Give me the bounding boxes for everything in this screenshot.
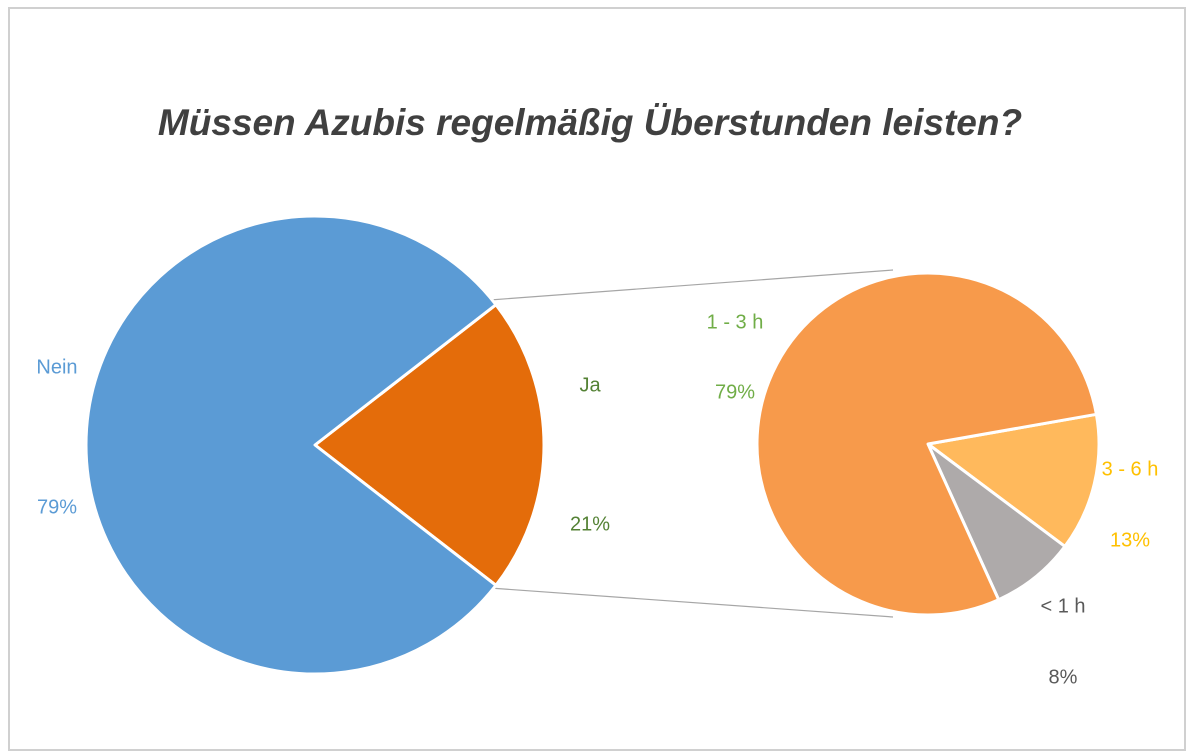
pie-slice <box>313 303 546 587</box>
pie-slice <box>926 412 1101 548</box>
slice-label: Nein <box>36 356 77 378</box>
slice-value-label: 79% <box>37 496 77 518</box>
slice-label: Ja <box>579 374 601 396</box>
slice-value-label: 21% <box>570 513 610 535</box>
slice-label: 3 - 6 h <box>1102 458 1159 480</box>
slice-label: < 1 h <box>1040 595 1085 617</box>
slice-value-label: 79% <box>715 381 755 403</box>
pie-slice <box>84 214 498 676</box>
slice-value-label: 8% <box>1049 666 1078 688</box>
connector-line <box>489 269 894 301</box>
connector-line <box>489 587 894 618</box>
slice-label: 1 - 3 h <box>707 311 764 333</box>
chart-title: Müssen Azubis regelmäßig Überstunden lei… <box>158 102 1022 143</box>
pie-slice <box>755 271 1098 617</box>
slice-value-label: 13% <box>1110 529 1150 551</box>
